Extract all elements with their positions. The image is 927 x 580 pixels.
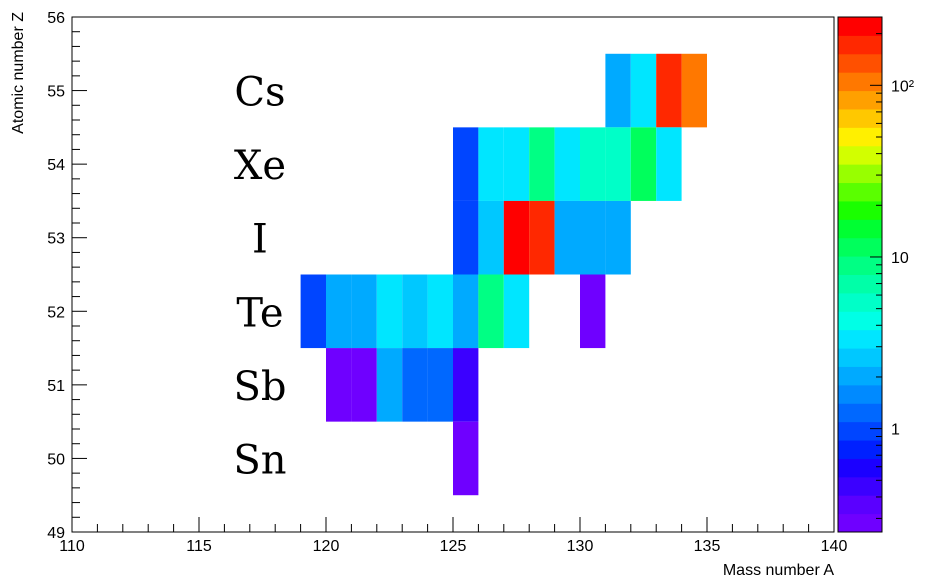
colorbar-segment [838, 256, 882, 275]
heatmap-cell [681, 53, 707, 128]
heatmap-cell [351, 348, 377, 422]
element-label: Te [236, 290, 283, 336]
colorbar: 1 10 10² [837, 16, 915, 533]
heatmap-cell [605, 127, 631, 201]
heatmap-cell [453, 421, 479, 496]
colorbar-segment [838, 384, 882, 404]
element-label: I [252, 217, 268, 263]
heatmap-cell [453, 348, 479, 422]
colorbar-segment [838, 17, 882, 36]
element-labels: Cs Xe I Te Sb Sn [233, 70, 286, 484]
colorbar-segment [838, 329, 882, 349]
heatmap-cell [427, 274, 453, 349]
heatmap-cell [478, 274, 504, 349]
heatmap-cell [554, 127, 580, 201]
colorbar-segment [838, 90, 882, 110]
colorbar-segment [838, 182, 882, 202]
heatmap-cell [402, 348, 428, 422]
y-tick-label: 54 [47, 157, 65, 174]
colorbar-segment [838, 476, 882, 496]
colorbar-segment [838, 145, 882, 165]
heatmap-cell [376, 274, 403, 349]
colorbar-tick-label: 1 [891, 422, 900, 439]
colorbar-tick-label: 10² [891, 78, 915, 95]
colorbar-segment [838, 164, 882, 184]
colorbar-segment [838, 311, 882, 331]
x-tick-label: 115 [186, 538, 212, 555]
colorbar-segment [838, 458, 882, 478]
heatmap-cell [605, 53, 631, 128]
x-axis-title: Mass number A [723, 562, 834, 579]
heatmap-cell [478, 200, 504, 275]
heatmap-cell [503, 127, 530, 201]
y-tick-label: 49 [47, 525, 65, 542]
colorbar-segment [838, 513, 882, 533]
heatmap-cell [656, 127, 682, 201]
heatmap-cell [300, 274, 326, 349]
x-tick-label: 110 [59, 538, 85, 555]
x-tick-label: 140 [821, 538, 848, 555]
element-label: Xe [234, 143, 286, 189]
x-tick-label: 120 [313, 538, 340, 555]
element-label: Sn [233, 437, 286, 483]
x-tick-label: 130 [567, 538, 594, 555]
colorbar-segment [838, 495, 882, 515]
heatmap-cell [554, 200, 580, 275]
colorbar-segment [838, 348, 882, 367]
colorbar-segment [838, 292, 882, 312]
element-label: Cs [234, 70, 285, 116]
y-tick-label: 52 [47, 304, 65, 321]
y-tick-label: 56 [47, 10, 65, 27]
heatmap-cell [529, 200, 555, 275]
heatmap-cell [630, 53, 657, 128]
heatmap-cell [580, 127, 606, 201]
element-label: Sb [233, 364, 286, 410]
colorbar-segment [838, 274, 882, 294]
colorbar-segment [838, 440, 882, 459]
heatmap-cell [453, 127, 479, 201]
heatmap-cell [503, 274, 530, 349]
colorbar-segment [838, 35, 882, 55]
axis-ticks: 110 115 120 125 130 135 140 49 50 51 52 53 54 55 56 [47, 10, 847, 555]
heatmap-cell [478, 127, 504, 201]
y-tick-label: 51 [47, 378, 65, 395]
heatmap-cell [326, 348, 352, 422]
cells-layer [300, 53, 707, 496]
heatmap-cell [656, 53, 682, 128]
y-tick-label: 53 [47, 231, 65, 248]
x-tick-label: 135 [694, 538, 721, 555]
heatmap-cell [453, 274, 479, 349]
colorbar-segment [838, 219, 882, 239]
heatmap-cell [580, 200, 606, 275]
colorbar-segment [838, 127, 882, 147]
colorbar-frame [837, 16, 883, 533]
y-axis-title: Atomic number Z [10, 12, 27, 134]
heatmap-cell [529, 127, 555, 201]
y-tick-label: 55 [47, 84, 65, 101]
colorbar-segment [838, 237, 882, 257]
colorbar-segment [838, 200, 882, 220]
heatmap-cell [351, 274, 377, 349]
y-tick-label: 50 [47, 451, 65, 468]
heatmap-cell [402, 274, 428, 349]
heatmap-cell [605, 200, 631, 275]
heatmap-cell [580, 274, 606, 349]
colorbar-segment [838, 421, 882, 441]
heatmap-cell [453, 200, 479, 275]
colorbar-tick-label: 10 [891, 250, 909, 267]
heatmap-cell [376, 348, 403, 422]
colorbar-segment [838, 366, 882, 386]
heatmap-cell [630, 127, 657, 201]
colorbar-segment [838, 108, 882, 128]
colorbar-segment [838, 403, 882, 423]
x-tick-label: 125 [440, 538, 467, 555]
heatmap-cell [326, 274, 352, 349]
heatmap-cell [503, 200, 530, 275]
heatmap-cell [427, 348, 453, 422]
colorbar-segment [838, 53, 882, 73]
colorbar-segment [838, 72, 882, 92]
